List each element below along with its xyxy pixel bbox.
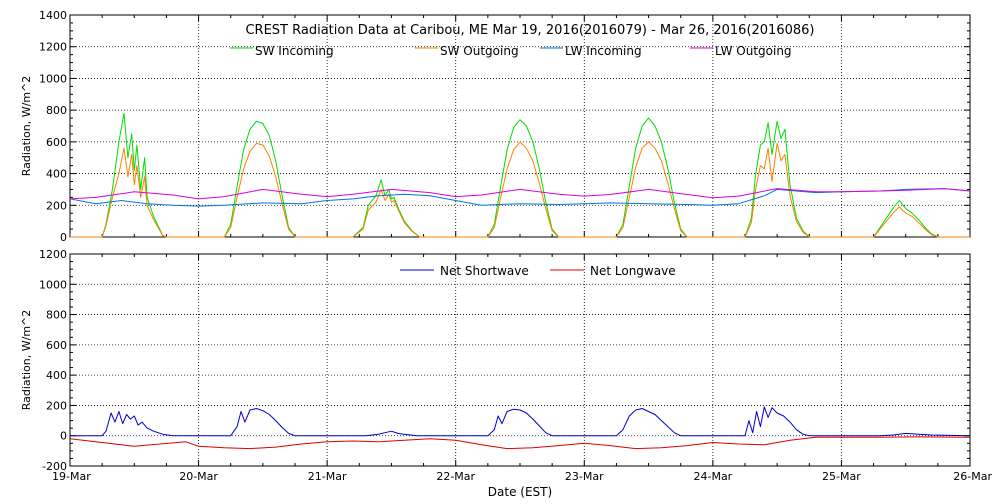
x-tick-label: 21-Mar bbox=[308, 470, 347, 483]
y-tick-label: -200 bbox=[42, 460, 67, 473]
legend-label-net-longwave: Net Longwave bbox=[590, 264, 676, 278]
legend-label-lw-incoming: LW Incoming bbox=[565, 44, 642, 58]
y-tick-label: 1400 bbox=[39, 9, 67, 22]
y-axis-label: Radiation, W/m^2 bbox=[20, 76, 33, 177]
series-lw-incoming bbox=[69, 188, 971, 207]
chart-title: CREST Radiation Data at Caribou, ME Mar … bbox=[245, 23, 814, 38]
legend-label-sw-outgoing: SW Outgoing bbox=[440, 44, 519, 58]
y-tick-label: 400 bbox=[46, 168, 67, 181]
y-tick-label: 400 bbox=[46, 369, 67, 382]
series-net-longwave bbox=[69, 436, 971, 450]
series-sw-outgoing bbox=[70, 141, 970, 238]
x-tick-label: 25-Mar bbox=[822, 470, 861, 483]
x-tick-label: 22-Mar bbox=[436, 470, 475, 483]
y-tick-label: 600 bbox=[46, 339, 67, 352]
p2-plot-frame bbox=[69, 253, 971, 467]
x-tick-label: 19-Mar bbox=[52, 470, 91, 483]
y-tick-label: 200 bbox=[46, 199, 67, 212]
y-axis-label: Radiation, W/m^2 bbox=[20, 310, 33, 411]
y-tick-label: 1200 bbox=[39, 248, 67, 261]
y-tick-label: 1000 bbox=[39, 72, 67, 85]
series-net-shortwave bbox=[70, 406, 971, 437]
x-tick-label: 24-Mar bbox=[693, 470, 732, 483]
y-tick-label: 0 bbox=[60, 430, 67, 443]
x-tick-label: 23-Mar bbox=[565, 470, 604, 483]
series-sw-incoming bbox=[70, 112, 970, 238]
x-tick-label: 26-Mar bbox=[953, 470, 992, 483]
y-tick-label: 600 bbox=[46, 136, 67, 149]
series-lw-outgoing bbox=[69, 188, 971, 200]
x-tick-label: 20-Mar bbox=[179, 470, 218, 483]
y-tick-label: 800 bbox=[46, 104, 67, 117]
legend-label-sw-incoming: SW Incoming bbox=[255, 44, 334, 58]
y-tick-label: 1200 bbox=[39, 41, 67, 54]
legend-label-lw-outgoing: LW Outgoing bbox=[715, 44, 792, 58]
y-tick-label: 1000 bbox=[39, 278, 67, 291]
y-tick-label: 0 bbox=[60, 231, 67, 244]
y-tick-label: 800 bbox=[46, 309, 67, 322]
x-axis-label: Date (EST) bbox=[488, 485, 552, 499]
y-tick-label: 200 bbox=[46, 399, 67, 412]
legend-label-net-shortwave: Net Shortwave bbox=[440, 264, 529, 278]
